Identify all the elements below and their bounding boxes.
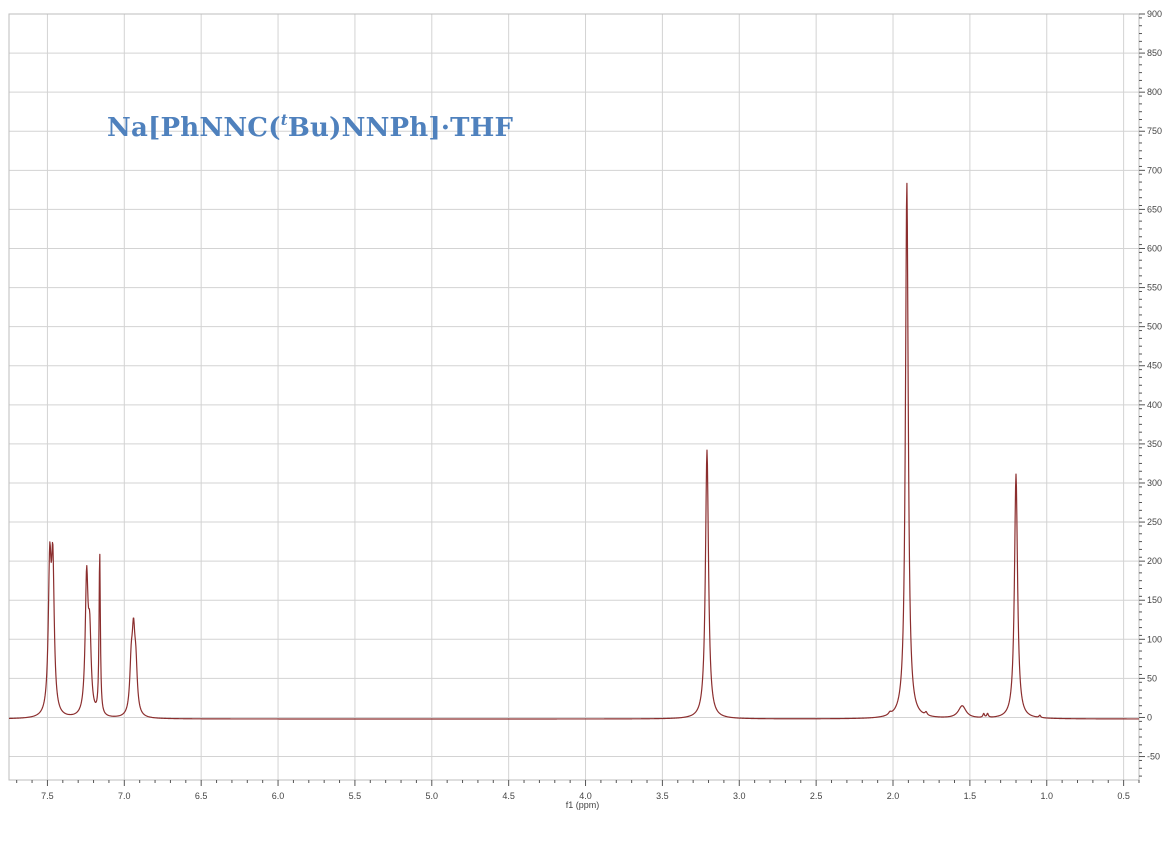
x-tick-label: 6.5 — [195, 791, 208, 801]
x-tick-label: 5.0 — [426, 791, 439, 801]
y-tick-label: 400 — [1147, 400, 1162, 410]
y-tick-label: 350 — [1147, 439, 1162, 449]
y-tick-label: 750 — [1147, 126, 1162, 136]
y-tick-label: 900 — [1147, 9, 1162, 19]
x-tick-label: 2.5 — [810, 791, 823, 801]
y-tick-label: 450 — [1147, 361, 1162, 371]
y-tick-label: 650 — [1147, 204, 1162, 214]
y-tick-label: 0 — [1147, 712, 1152, 722]
x-tick-label: 5.5 — [349, 791, 362, 801]
grid-layer — [9, 13, 1139, 780]
x-tick-label: 3.5 — [656, 791, 669, 801]
x-tick-label: 2.0 — [887, 791, 900, 801]
x-tick-label: 0.5 — [1117, 791, 1130, 801]
x-tick-label: 4.0 — [579, 791, 592, 801]
x-axis-label: f1 (ppm) — [566, 800, 600, 810]
y-tick-label: 150 — [1147, 595, 1162, 605]
x-axis: 7.5 7.0 6.5 6.0 5.5 5.0 4.5 4.0 3.5 3.0 2.5 2.0 1.5 1… — [16, 780, 1140, 801]
plot-frame — [8, 13, 1140, 781]
y-tick-label: 100 — [1147, 634, 1162, 644]
y-tick-label: 250 — [1147, 517, 1162, 527]
y-tick-label: 300 — [1147, 478, 1162, 488]
y-tick-label: 500 — [1147, 322, 1162, 332]
y-tick-label: 200 — [1147, 556, 1162, 566]
y-tick-label: 600 — [1147, 243, 1162, 253]
y-axis: -50 0 50 100 150 200 250 300 350 400 450 500 550 600 6… — [1139, 9, 1162, 777]
y-tick-label: 550 — [1147, 283, 1162, 293]
y-tick-label: -50 — [1147, 752, 1160, 762]
x-tick-label: 6.0 — [272, 791, 285, 801]
title-prefix: Na[PhNNC( — [107, 113, 281, 143]
y-tick-label: 850 — [1147, 48, 1162, 58]
x-tick-label: 1.5 — [964, 791, 977, 801]
spectrum-trace — [8, 182, 1140, 720]
x-tick-label: 3.0 — [733, 791, 746, 801]
title-suffix: Bu)NNPh]·THF — [287, 113, 514, 143]
y-tick-label: 700 — [1147, 165, 1162, 175]
x-tick-label: 1.0 — [1040, 791, 1053, 801]
y-tick-label: 50 — [1147, 673, 1157, 683]
x-tick-label: 7.0 — [118, 791, 131, 801]
y-tick-label: 800 — [1147, 87, 1162, 97]
x-tick-label: 7.5 — [41, 791, 54, 801]
x-tick-label: 4.5 — [502, 791, 515, 801]
compound-title: Na[PhNNC(tBu)NNPh]·THF — [107, 111, 514, 143]
title-superscript: t — [280, 111, 288, 129]
